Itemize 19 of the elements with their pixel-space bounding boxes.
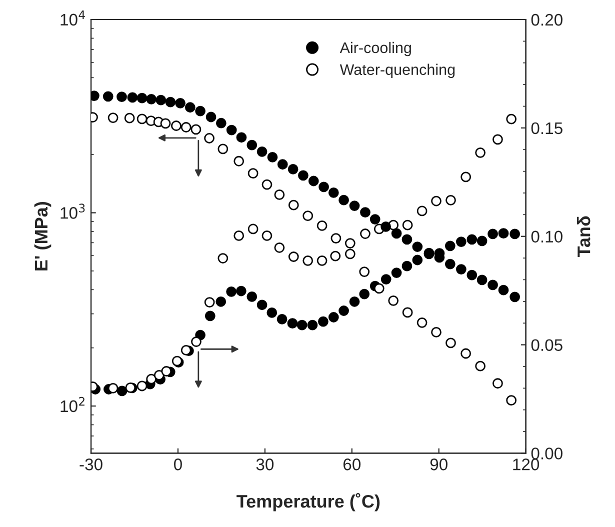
y2-tick-label: 0.15: [531, 122, 562, 134]
legend-label: Water-quenching: [340, 64, 455, 78]
x-tick-label: 90: [430, 458, 448, 470]
y-tick-label: 10$^{2}$: [60, 396, 84, 412]
x-tick-label: 60: [343, 458, 361, 470]
y-axis-title: E' (MPa): [34, 202, 52, 270]
x-tick-label: -30: [80, 458, 102, 470]
y2-tick-label: 0.10: [531, 230, 562, 243]
x-tick-label: 120: [513, 458, 540, 470]
y2-tick-label: 0.20: [531, 14, 562, 26]
y-tick-label: 10$^{4}$: [60, 10, 85, 26]
y2-tick-label: 0.05: [531, 339, 562, 351]
y2-tick-label: 0.00: [531, 448, 562, 460]
legend-label: Air-cooling: [340, 42, 411, 56]
y-tick-label: 10$^{3}$: [60, 204, 85, 219]
x-tick-label: 30: [256, 458, 274, 470]
y2-axis-title: Tanδ: [577, 216, 590, 258]
x-tick-label: 0: [174, 458, 182, 470]
x-axis-title: Temperature (˚C): [236, 493, 380, 512]
